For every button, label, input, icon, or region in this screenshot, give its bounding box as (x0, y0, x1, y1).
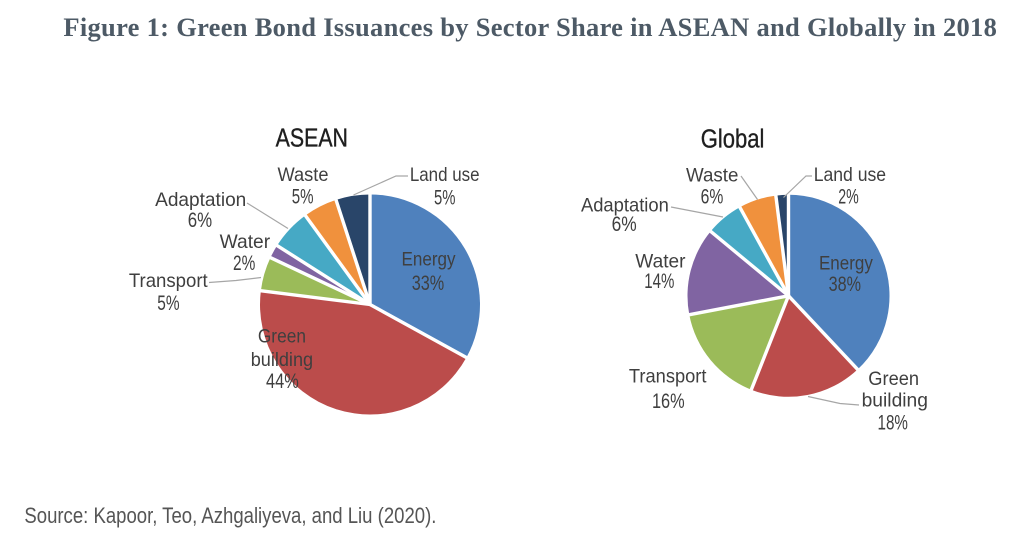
svg-text:Land use: Land use (410, 164, 480, 186)
svg-text:Green: Green (868, 368, 919, 390)
svg-text:Energy: Energy (402, 249, 456, 271)
svg-text:Waste: Waste (686, 165, 739, 187)
svg-text:14%: 14% (644, 270, 674, 293)
svg-text:16%: 16% (652, 390, 685, 413)
svg-text:2%: 2% (233, 252, 255, 275)
svg-text:Adaptation: Adaptation (155, 189, 246, 211)
svg-text:6%: 6% (188, 209, 212, 232)
svg-text:Global: Global (701, 125, 765, 153)
svg-text:6%: 6% (612, 213, 637, 236)
svg-text:Transport: Transport (629, 366, 707, 388)
svg-text:Waste: Waste (278, 164, 329, 186)
svg-text:Figure 1: Green Bond Issuances: Figure 1: Green Bond Issuances by Sector… (63, 12, 997, 42)
svg-text:Transport: Transport (129, 270, 208, 292)
svg-text:Water: Water (220, 231, 271, 253)
svg-text:Adaptation: Adaptation (581, 195, 669, 217)
svg-text:Water: Water (635, 250, 686, 272)
svg-text:5%: 5% (434, 187, 456, 210)
svg-text:6%: 6% (701, 185, 724, 208)
svg-text:38%: 38% (829, 273, 861, 296)
svg-text:44%: 44% (266, 370, 299, 393)
svg-text:2%: 2% (838, 186, 859, 209)
svg-text:18%: 18% (878, 412, 908, 435)
svg-text:Green: Green (258, 326, 306, 348)
svg-text:ASEAN: ASEAN (276, 125, 348, 153)
svg-text:33%: 33% (412, 272, 445, 295)
svg-text:Energy: Energy (819, 252, 873, 274)
svg-text:5%: 5% (157, 292, 179, 315)
svg-text:Source: Kapoor, Teo, Azhgaliye: Source: Kapoor, Teo, Azhgaliyeva, and Li… (24, 503, 436, 528)
svg-text:building: building (251, 349, 313, 371)
svg-text:Land use: Land use (814, 164, 886, 186)
svg-text:5%: 5% (292, 185, 314, 208)
svg-text:building: building (862, 389, 928, 411)
